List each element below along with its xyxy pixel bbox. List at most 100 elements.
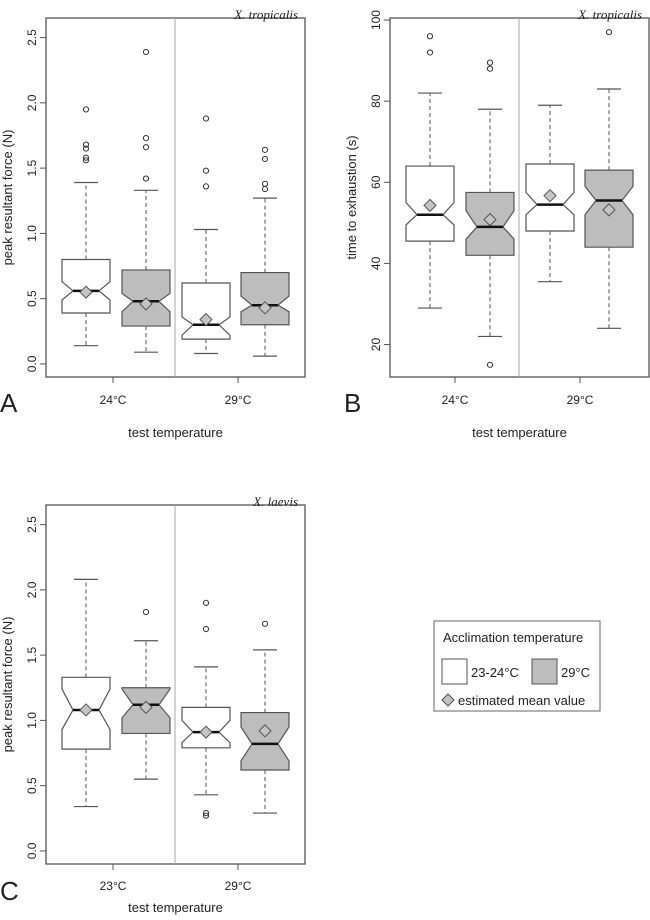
legend-swatch-low <box>441 658 468 685</box>
box-acclim-high <box>240 146 290 357</box>
outlier-point <box>486 59 494 66</box>
y-tick-label: 2.0 <box>25 94 39 111</box>
mean-diamond <box>258 301 272 315</box>
species-title: X. laevis <box>252 494 298 509</box>
y-tick-label: 2.5 <box>25 516 39 533</box>
y-tick-label: 0.0 <box>25 842 39 859</box>
notched-box <box>240 271 290 326</box>
outlier-point <box>261 146 269 153</box>
outlier-point <box>202 115 210 122</box>
outlier-point <box>202 599 210 607</box>
outlier-point <box>486 361 494 368</box>
outlier-point <box>261 185 269 193</box>
y-axis-title: time to exhaustion (s) <box>344 135 359 259</box>
outlier-point <box>142 608 150 616</box>
mean-diamond <box>199 312 213 327</box>
outlier-point <box>202 809 210 817</box>
outlier-point <box>202 625 210 633</box>
outlier-point <box>426 33 434 40</box>
mean-diamond <box>79 703 93 717</box>
outlier-point <box>142 135 150 142</box>
outlier-point <box>142 144 150 151</box>
outlier-point <box>426 49 434 56</box>
outlier-point <box>82 145 90 152</box>
y-tick-label: 0.5 <box>25 777 39 794</box>
panel-letter: B <box>344 388 361 418</box>
mean-diamond <box>258 724 272 738</box>
box-acclim-high <box>465 59 515 368</box>
outlier-point <box>486 65 494 72</box>
panel-letter: C <box>0 876 19 906</box>
y-tick-label: 2.5 <box>25 29 39 46</box>
outlier-point <box>202 167 210 174</box>
outlier-point <box>202 183 210 190</box>
outlier-point <box>605 29 613 36</box>
y-tick-label: 2.0 <box>25 581 39 598</box>
legend-mean-label: estimated mean value <box>458 693 585 708</box>
legend-label-high: 29°C <box>561 665 590 680</box>
notched-box <box>240 711 290 771</box>
y-tick-label: 40 <box>369 256 383 270</box>
y-tick-label: 0.0 <box>25 355 39 372</box>
panel-b: 20 40 60 80 100 24°C 29°C test temperature time … <box>344 7 650 440</box>
legend-title: Acclimation temperature <box>443 630 583 645</box>
x-tick-label: 24°C <box>100 393 127 407</box>
species-title: X. tropicalis <box>577 7 642 22</box>
y-tick-label: 20 <box>369 338 383 352</box>
x-axis-title: test temperature <box>128 900 223 915</box>
outlier-point <box>261 155 269 163</box>
species-title: X. tropicalis <box>233 7 298 22</box>
outlier-point <box>142 48 150 56</box>
y-tick-label: 1.5 <box>25 159 39 176</box>
outlier-point <box>202 812 210 819</box>
x-tick-label: 24°C <box>442 393 469 407</box>
legend-mean-diamond-icon <box>441 693 455 707</box>
x-tick-label: 29°C <box>225 393 252 407</box>
outlier-point <box>82 154 90 161</box>
y-tick-label: 0.5 <box>25 290 39 307</box>
x-tick-label: 23°C <box>100 879 127 893</box>
y-tick-label: 60 <box>369 175 383 189</box>
outlier-point <box>142 175 150 182</box>
x-axis-title: test temperature <box>472 425 567 440</box>
x-tick-label: 29°C <box>225 879 252 893</box>
outlier-point <box>82 157 90 164</box>
legend-label-low: 23-24°C <box>471 665 519 680</box>
y-tick-label: 80 <box>369 94 383 108</box>
y-axis-title: peak resultant force (N) <box>0 130 15 266</box>
y-axis-title: peak resultant force (N) <box>0 617 15 753</box>
box-acclim-high <box>121 608 171 780</box>
box-acclim-low <box>405 33 455 309</box>
x-axis-title: test temperature <box>128 425 223 440</box>
box-acclim-high <box>240 620 290 814</box>
notched-box <box>181 282 231 340</box>
mean-diamond <box>543 188 557 203</box>
outlier-point <box>82 141 90 148</box>
mean-diamond <box>423 198 437 213</box>
box-acclim-high <box>121 48 171 353</box>
box-acclim-low <box>61 578 111 808</box>
box-acclim-high <box>584 29 634 329</box>
box-acclim-low <box>61 106 111 347</box>
outlier-point <box>261 620 269 627</box>
outlier-point <box>261 180 269 187</box>
mean-diamond <box>139 700 153 715</box>
box-acclim-low <box>181 115 231 355</box>
mean-diamond <box>199 725 213 739</box>
box-acclim-low <box>181 599 231 819</box>
panel-a: 0.0 0.5 1.0 1.5 2.0 2.5 24°C 29°C test temperatu… <box>0 7 306 440</box>
mean-diamond <box>139 297 153 311</box>
outlier-point <box>82 106 90 113</box>
mean-diamond <box>483 212 497 227</box>
box-acclim-low <box>525 104 575 283</box>
y-tick-label: 1.0 <box>25 225 39 242</box>
panel-letter: A <box>0 388 18 418</box>
x-tick-label: 29°C <box>567 393 594 407</box>
y-tick-label: 100 <box>369 10 383 30</box>
legend: Acclimation temperature 23-24°C 29°C est… <box>433 620 601 712</box>
legend-swatch-high <box>531 658 558 685</box>
y-tick-label: 1.0 <box>25 712 39 729</box>
mean-diamond <box>602 203 616 217</box>
